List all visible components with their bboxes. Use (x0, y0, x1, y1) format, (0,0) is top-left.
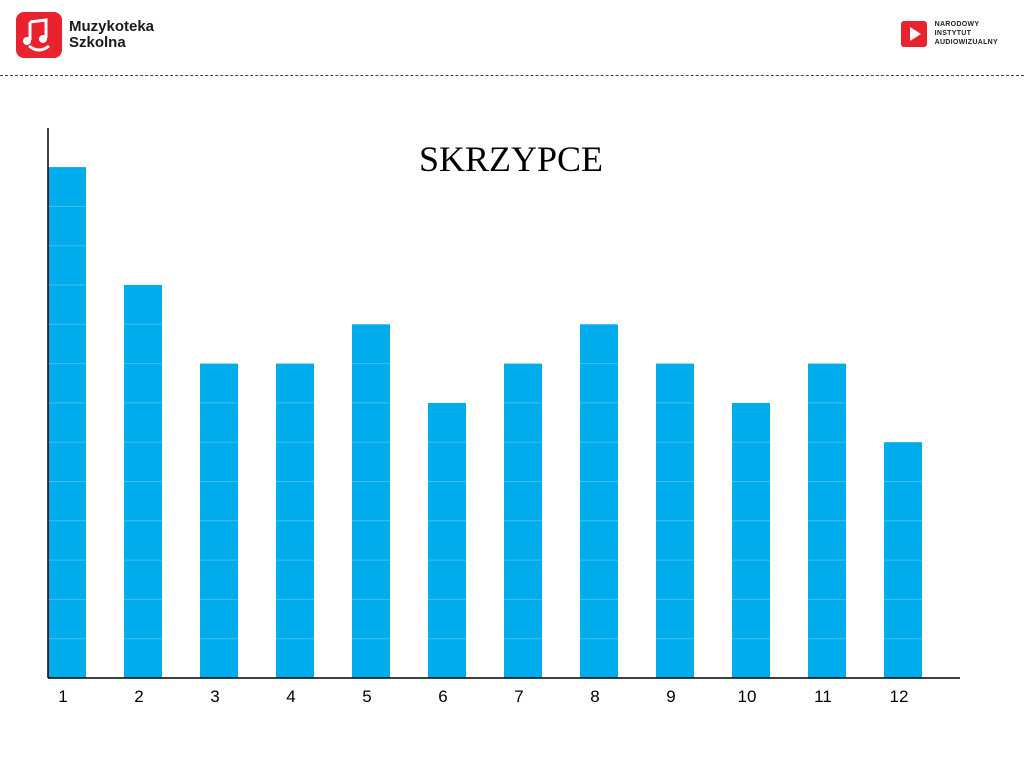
bar-10 (732, 402, 770, 678)
bar-3 (200, 363, 238, 678)
x-tick-label-2: 2 (134, 687, 143, 706)
bars-group (48, 167, 922, 678)
header-divider (0, 75, 1024, 76)
muzykoteka-logo[interactable]: Muzykoteka Szkolna (16, 12, 154, 58)
x-tick-label-8: 8 (590, 687, 599, 706)
bar-2 (124, 285, 162, 678)
nina-line-3: AUDIOWIZUALNY (934, 39, 998, 46)
logo-line-1: Muzykoteka (69, 18, 155, 35)
nina-line-2: INSTYTUT (934, 30, 972, 37)
nina-logo[interactable]: NARODOWY INSTYTUT AUDIOWIZUALNY (900, 20, 998, 47)
x-tick-label-11: 11 (814, 687, 832, 706)
bar-8 (580, 324, 618, 678)
play-icon (900, 20, 927, 47)
x-tick-label-12: 12 (890, 687, 909, 706)
x-tick-label-10: 10 (738, 687, 757, 706)
x-tick-label-9: 9 (666, 687, 675, 706)
x-tick-label-5: 5 (362, 687, 371, 706)
bar-9 (656, 363, 694, 678)
bar-4 (276, 363, 314, 678)
logo-line-2: Szkolna (69, 34, 126, 51)
x-tick-label-1: 1 (58, 687, 67, 706)
x-tick-label-6: 6 (438, 687, 447, 706)
x-tick-label-7: 7 (514, 687, 523, 706)
chart-title: SKRZYPCE (419, 139, 603, 179)
bar-7 (504, 363, 542, 678)
x-tick-label-3: 3 (210, 687, 219, 706)
nina-line-1: NARODOWY (934, 21, 980, 28)
music-note-smile-icon (16, 12, 62, 58)
tick-labels-group: 1 2 3 4 5 6 7 8 9 10 11 12 (58, 687, 908, 706)
bar-12 (884, 442, 922, 678)
bar-5 (352, 324, 390, 678)
bar-11 (808, 363, 846, 678)
bar-1 (48, 167, 86, 678)
x-tick-label-4: 4 (286, 687, 295, 706)
bar-6 (428, 402, 466, 678)
